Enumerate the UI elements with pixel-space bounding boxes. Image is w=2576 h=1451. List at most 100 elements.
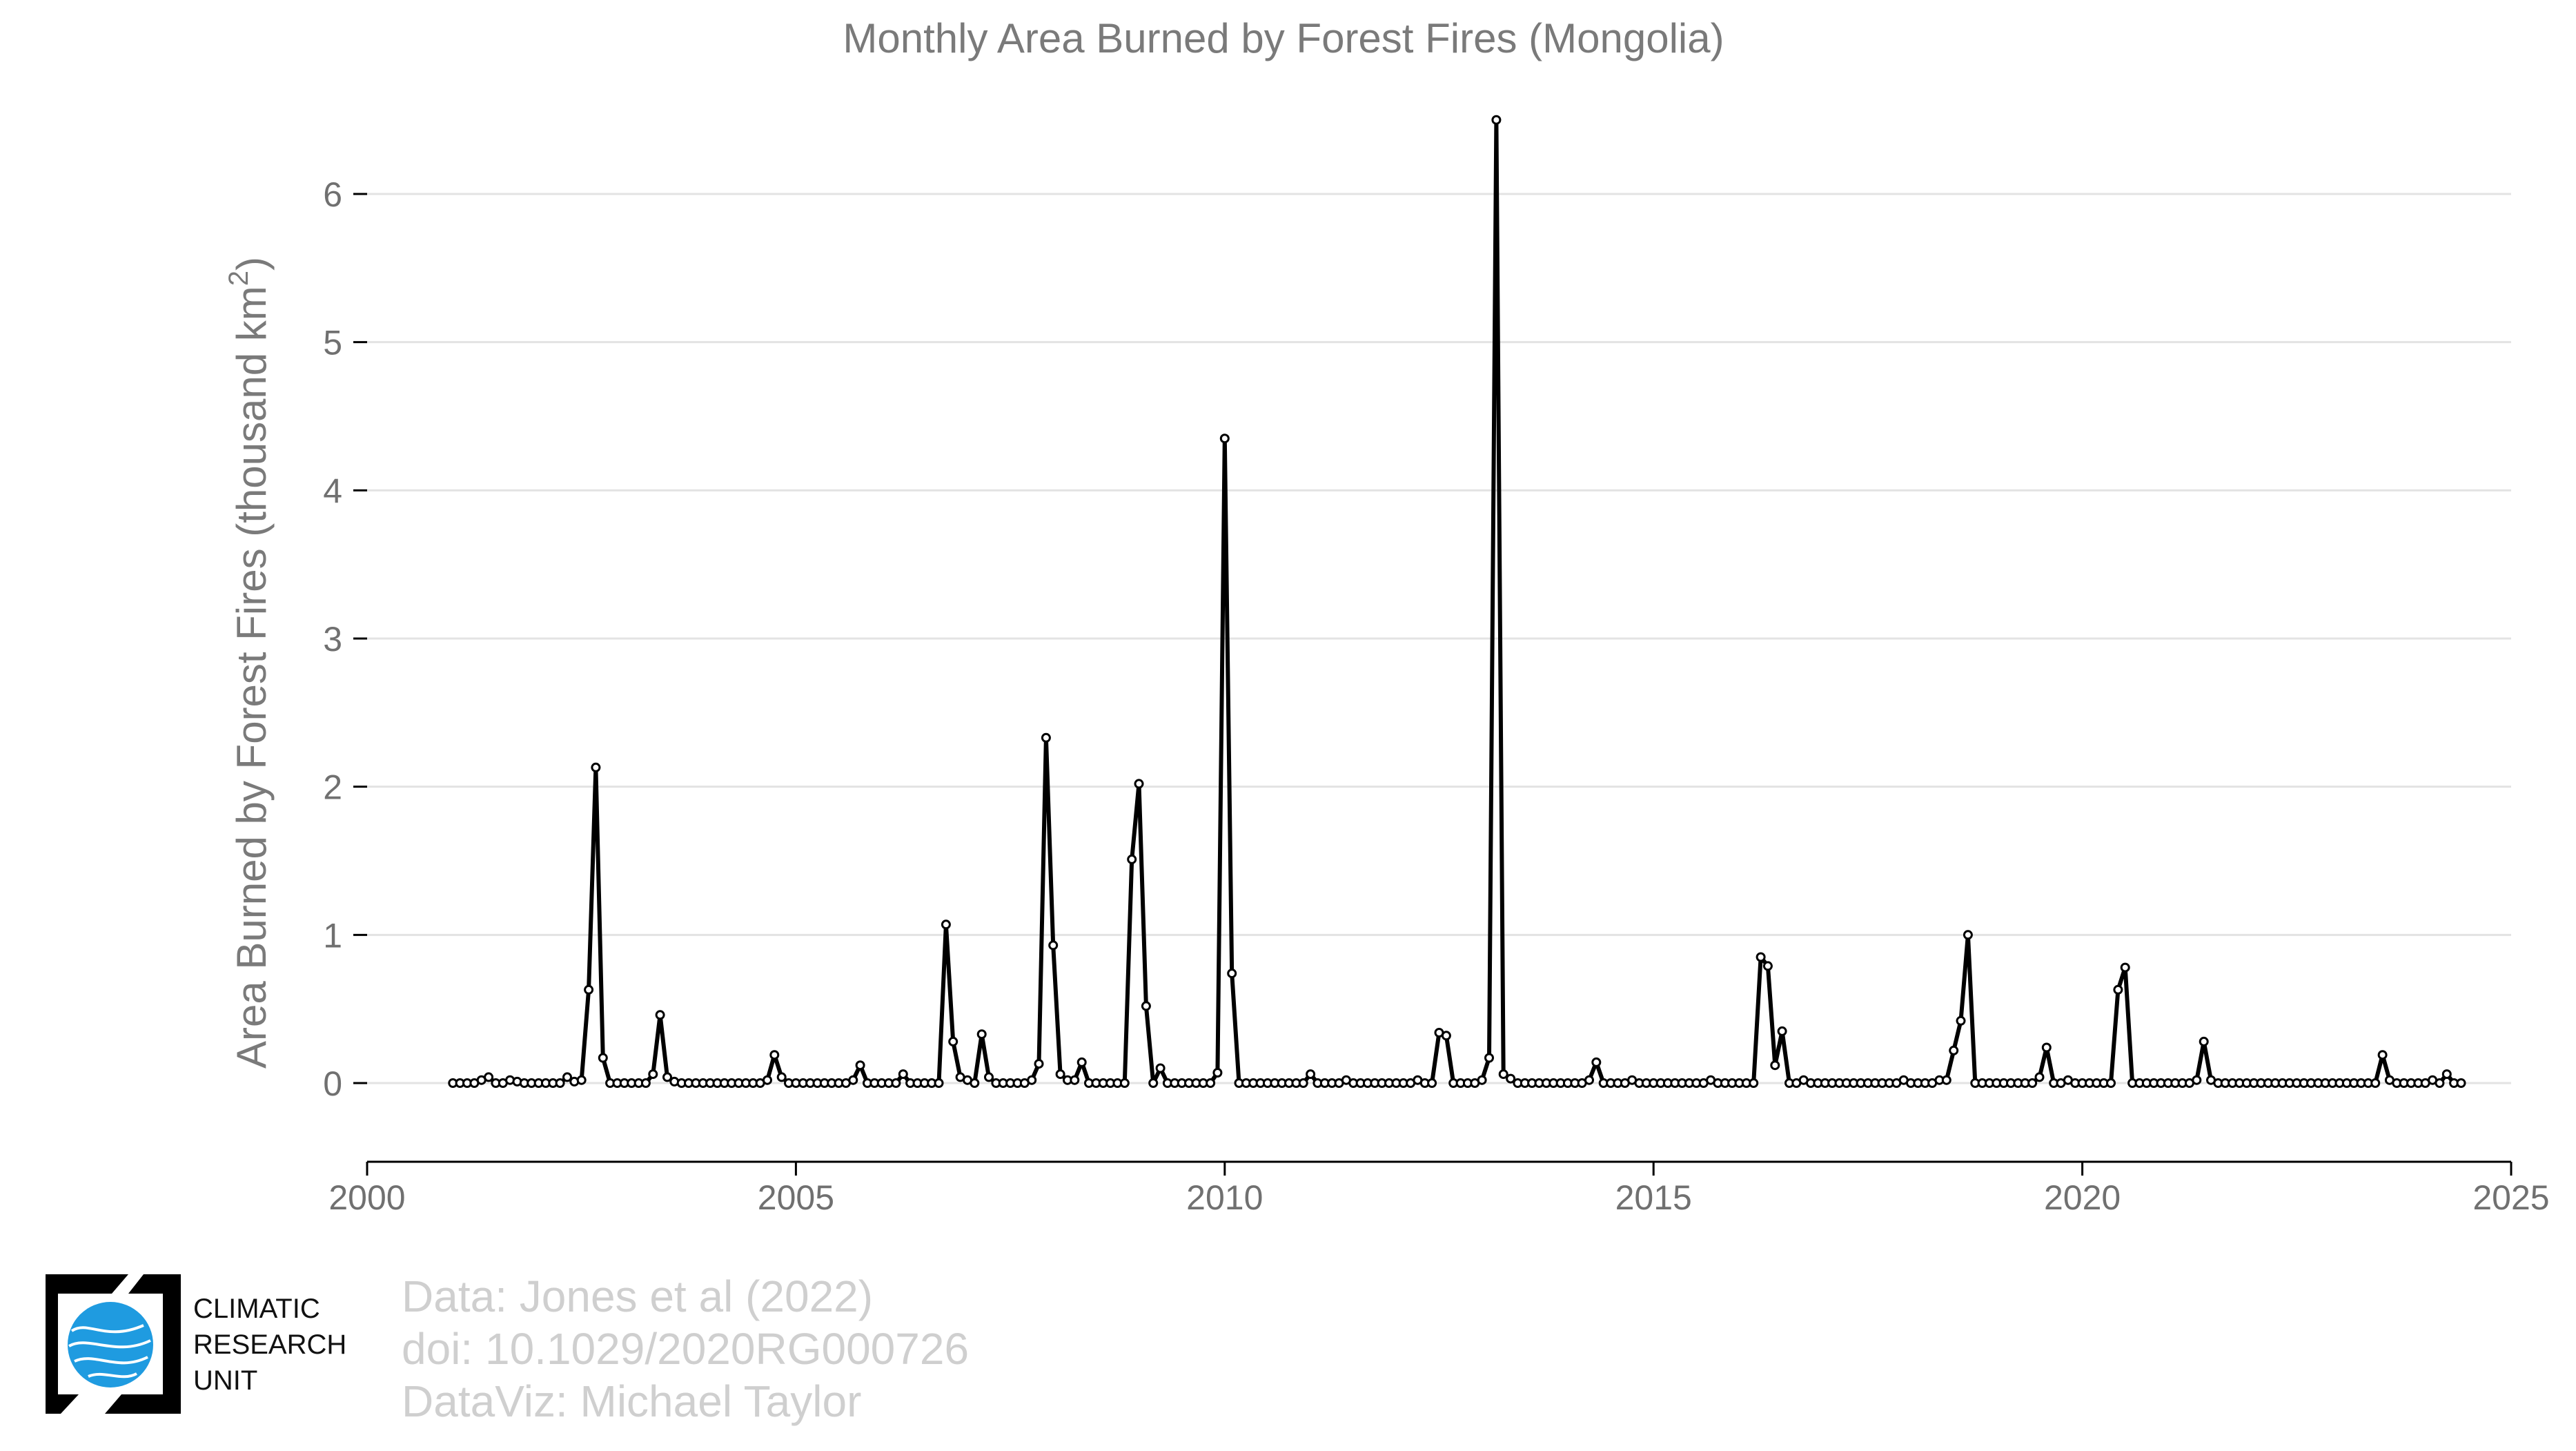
data-point [2041,1042,2052,1053]
data-point [2199,1036,2209,1046]
data-point [2113,984,2123,995]
y-axis: 0 1 2 3 4 5 6 [323,175,367,1103]
y-tick-label: 5 [323,324,342,362]
data-point [1427,1078,1437,1088]
series-group [448,115,2466,1088]
x-tick-label: 2005 [758,1178,834,1217]
x-axis: 2000 2005 2010 2015 2020 2025 [328,1162,2550,1217]
x-tick-label: 2010 [1186,1178,1263,1217]
grid-lines [367,193,2511,1084]
y-axis-label-superscript: 2 [224,271,254,286]
data-point [976,1029,987,1040]
data-point [1498,1069,1508,1080]
x-tick-label: 2025 [2472,1178,2549,1217]
y-axis-label: Area Burned by Forest Fires (thousand km… [224,257,275,1069]
data-point [1298,1078,1308,1088]
data-point [1591,1057,1602,1067]
data-point [2027,1078,2038,1088]
y-tick-label: 4 [323,471,342,510]
series-line [453,117,2461,1085]
data-point [1770,1060,1780,1071]
logo-line-2: RESEARCH [193,1330,347,1360]
data-point [2120,962,2130,973]
data-point [2034,1072,2045,1082]
data-point [1584,1075,1594,1085]
y-tick-label: 6 [323,175,342,214]
logo-bracket-left-icon [46,1274,128,1414]
logo-text: CLIMATIC RESEARCH UNIT [193,1291,346,1399]
data-point [1227,968,1237,979]
globe-icon [68,1302,153,1387]
data-point [1212,1068,1223,1078]
data-point [591,762,601,772]
data-point [769,1050,780,1060]
data-point [941,919,951,930]
y-tick-label: 0 [323,1064,342,1103]
data-point [1762,961,1773,971]
data-point [598,1053,608,1063]
data-point [763,1075,772,1085]
y-tick-label: 3 [323,620,342,659]
data-point [970,1078,980,1088]
data-point [1963,930,1973,940]
data-point [1048,940,1059,951]
data-point [1756,952,1766,962]
data-point [2435,1078,2445,1088]
data-point [1441,1031,1451,1041]
data-point [562,1072,572,1082]
credit-dataviz: DataViz: Michael Taylor [402,1376,862,1426]
data-point [1491,115,1502,125]
data-point [1219,434,1230,444]
data-point [1777,1026,1787,1036]
data-point [898,1069,908,1080]
logo-line-1: CLIMATIC [193,1294,320,1324]
data-point [1506,1073,1516,1084]
data-point [2377,1050,2388,1060]
data-point [855,1060,865,1071]
data-point [1141,1001,1151,1011]
data-point [2370,1078,2381,1088]
cru-logo: CLIMATIC RESEARCH UNIT [40,1272,371,1421]
data-point [1306,1069,1316,1080]
data-point [584,984,594,995]
x-tick-label: 2000 [328,1178,405,1217]
data-point [934,1078,944,1088]
x-tick-label: 2020 [2044,1178,2121,1217]
data-point [1119,1078,1130,1088]
data-point [948,1036,958,1046]
data-point [1027,1075,1037,1085]
data-point [1034,1059,1044,1069]
data-point [576,1075,587,1085]
data-point [1148,1078,1159,1088]
data-point [1206,1078,1216,1088]
data-point [1070,1075,1080,1085]
data-point [1041,732,1051,743]
data-point [1055,1069,1065,1080]
credit-doi: doi: 10.1029/2020RG000726 [402,1324,970,1374]
y-axis-label-main: Area Burned by Forest Fires (thousand km [228,286,275,1069]
data-point [2456,1078,2466,1088]
cru-logo-mark [46,1274,181,1414]
data-point [1484,1053,1494,1063]
logo-line-3: UNIT [193,1365,258,1396]
data-point [640,1078,651,1088]
data-point [891,1078,901,1088]
data-point [2441,1069,2452,1080]
data-point [776,1072,787,1082]
credit-data-source: Data: Jones et al (2022) [402,1272,874,1321]
data-point [648,1069,658,1080]
data-point [662,1072,672,1082]
data-point [1127,854,1137,864]
data-point [484,1072,494,1082]
data-point [1749,1078,1759,1088]
chart-title: Monthly Area Burned by Forest Fires (Mon… [843,15,1724,61]
y-tick-label: 2 [323,768,342,807]
data-point [1155,1063,1166,1073]
data-point [1956,1015,1966,1026]
y-tick-label: 1 [323,916,342,955]
logo-bracket-right-icon [105,1274,181,1414]
data-point [655,1010,665,1020]
data-point [1477,1075,1487,1085]
y-axis-label-end: ) [228,257,275,271]
